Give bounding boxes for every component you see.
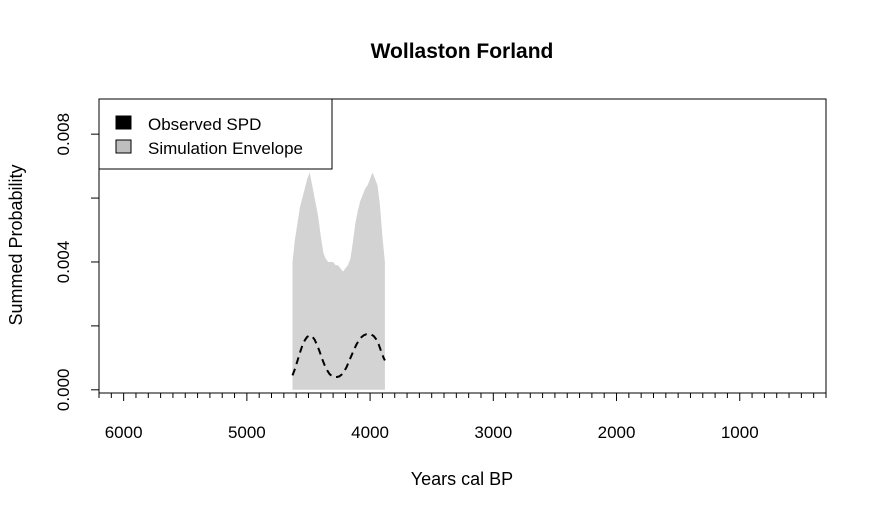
- legend-swatch-simulation-envelope: [115, 139, 132, 154]
- x-tick-label: 5000: [228, 423, 266, 442]
- legend-label-simulation-envelope: Simulation Envelope: [148, 139, 303, 158]
- legend-label-observed-spd: Observed SPD: [148, 115, 261, 134]
- simulation-envelope-area: [292, 172, 385, 390]
- legend-swatch-observed-spd: [115, 115, 132, 130]
- y-axis-label: Summed Probability: [6, 164, 26, 325]
- x-tick-label: 6000: [105, 423, 143, 442]
- x-tick-label: 1000: [721, 423, 759, 442]
- chart-title: Wollaston Forland: [371, 40, 554, 63]
- x-tick-label: 3000: [474, 423, 512, 442]
- observed-spd-line: [291, 332, 386, 378]
- x-tick-label: 2000: [598, 423, 636, 442]
- legend-box: [98, 98, 333, 170]
- plot-frame: [98, 98, 827, 394]
- y-tick-label: 0.008: [54, 113, 73, 156]
- y-tick-label: 0.004: [54, 241, 73, 284]
- x-axis: 6000 5000 4000 3000 2000 1000: [98, 393, 827, 442]
- y-axis: 0.000 0.004 0.008: [54, 113, 99, 411]
- observed-spd-layer: [291, 332, 386, 378]
- x-axis-label: Years cal BP: [411, 469, 513, 489]
- x-tick-label: 4000: [351, 423, 389, 442]
- legend: Observed SPD Simulation Envelope: [98, 98, 333, 170]
- y-tick-label: 0.000: [54, 369, 73, 412]
- simulation-envelope-layer: [292, 172, 385, 390]
